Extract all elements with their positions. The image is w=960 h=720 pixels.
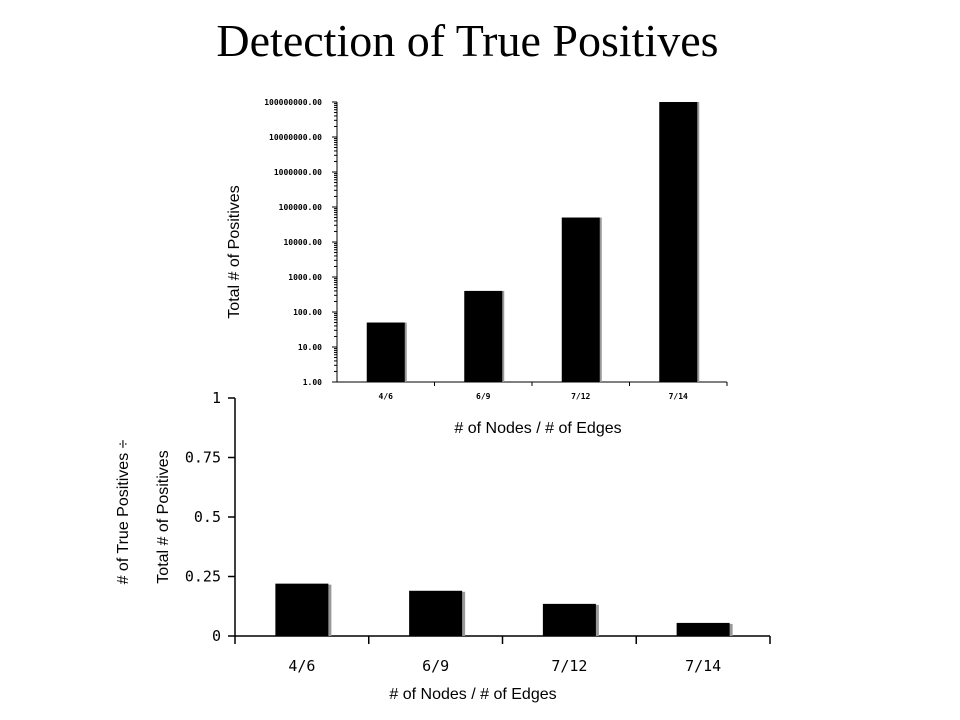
bottom-x-tick-label: 7/12 (551, 657, 587, 675)
bottom-x-tick-label: 7/14 (685, 657, 721, 675)
bottom-ratio-chart: 0 0.25 0.5 0.75 1 4/6 6/9 7/12 7/14 # of True P… (115, 389, 771, 703)
top-y-tick-label: 10000000.00 (269, 133, 322, 142)
bottom-bar (542, 603, 596, 636)
bottom-bar (409, 590, 463, 636)
top-y-tick-label: 1.00 (303, 378, 322, 387)
bottom-y-tick-label: 1 (212, 389, 221, 407)
top-x-tick-label: 7/14 (669, 392, 688, 401)
bottom-bars (275, 583, 733, 636)
bottom-y-tick-label: 0.5 (194, 508, 221, 526)
top-x-axis-label: # of Nodes / # of Edges (454, 420, 621, 437)
top-bar (464, 290, 503, 382)
bottom-x-axis-label: # of Nodes / # of Edges (389, 686, 556, 703)
bottom-y-tick-label: 0.75 (185, 449, 221, 467)
top-x-tick-label: 6/9 (476, 392, 491, 401)
bottom-x-tick-label: 6/9 (422, 657, 449, 675)
top-y-axis-label: Total # of Positives (226, 185, 243, 318)
top-bars (366, 102, 700, 382)
top-y-tick-label: 10000.00 (283, 238, 322, 247)
bottom-bar (676, 622, 730, 636)
top-bar (366, 322, 405, 382)
top-log-chart: 1.00 10.00 100.00 1000.00 10000.00 100000.00 1… (226, 98, 728, 437)
top-x-tick-label: 4/6 (379, 392, 394, 401)
top-y-tick-label: 100.00 (293, 308, 322, 317)
bottom-y-axis-label-line1: # of True Positives ÷ (115, 439, 132, 584)
bottom-x-ticks: 4/6 6/9 7/12 7/14 (234, 636, 771, 675)
bottom-y-axis-label-line2: Total # of Positives (155, 450, 172, 583)
top-x-tick-label: 7/12 (571, 392, 590, 401)
bottom-y-tick-label: 0.25 (185, 568, 221, 586)
top-bar (561, 217, 600, 382)
top-y-tick-label: 1000000.00 (274, 168, 322, 177)
top-y-tick-label: 10.00 (298, 343, 322, 352)
top-y-tick-label: 100000000.00 (264, 98, 322, 107)
top-x-ticks: 4/6 6/9 7/12 7/14 (379, 382, 728, 401)
page-title: Detection of True Positives (216, 15, 719, 66)
top-bar (659, 102, 698, 382)
top-y-tick-label: 1000.00 (288, 273, 322, 282)
bottom-x-tick-label: 4/6 (288, 657, 315, 675)
bottom-bar (275, 583, 329, 636)
bottom-y-tick-label: 0 (212, 627, 221, 645)
top-y-tick-label: 100000.00 (279, 203, 323, 212)
